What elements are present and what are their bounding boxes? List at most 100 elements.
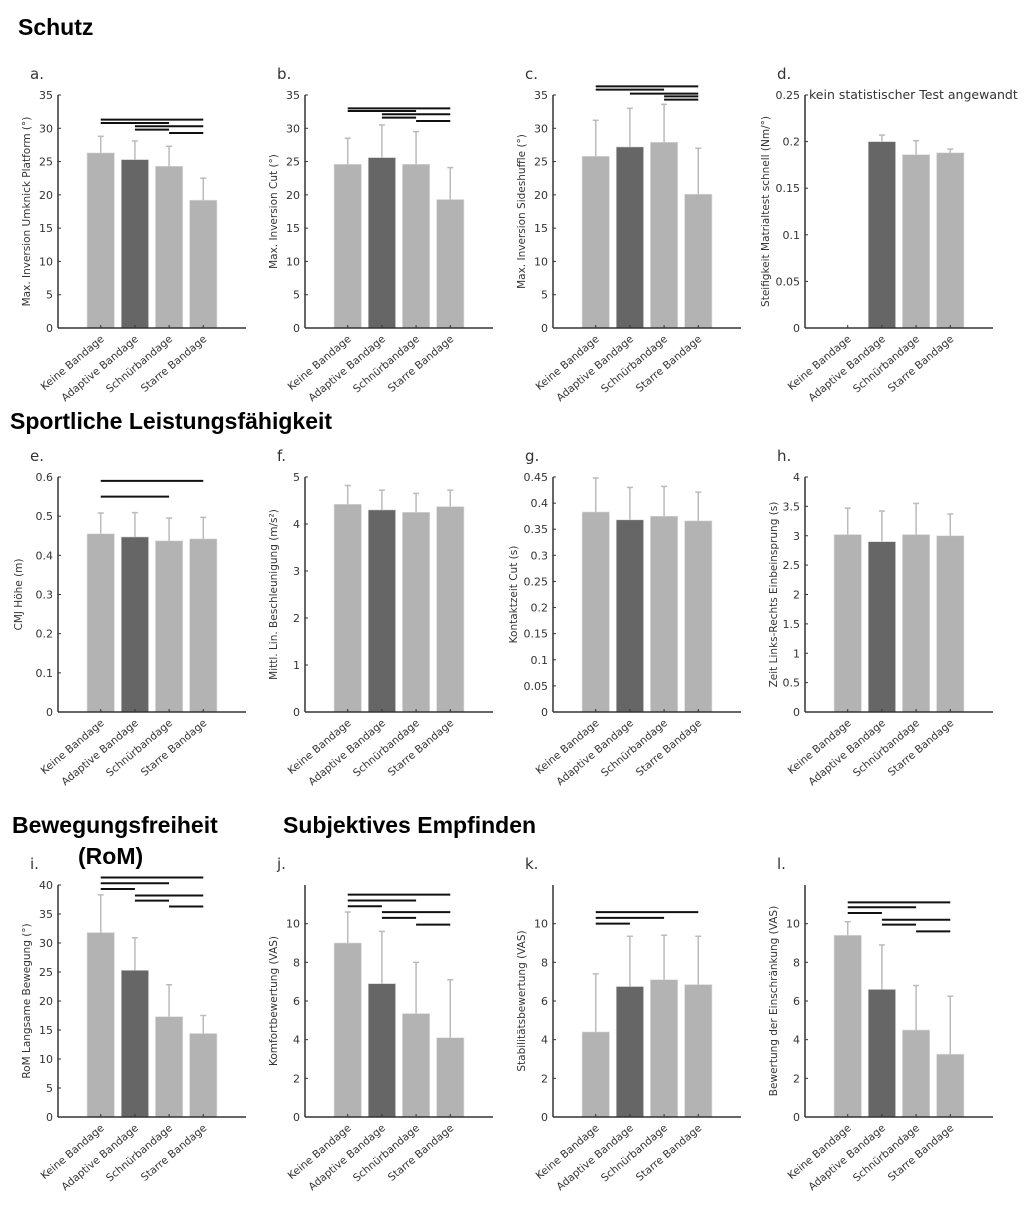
- y-tick-label: 0.2: [783, 136, 801, 149]
- y-tick-label: 20: [286, 189, 300, 202]
- y-tick-label: 1.5: [783, 618, 801, 631]
- bar: [333, 503, 362, 713]
- y-tick-label: 1: [293, 659, 300, 672]
- bar: [367, 157, 396, 329]
- panel-letter: k.: [525, 855, 538, 873]
- panel-letter: i.: [30, 855, 39, 873]
- y-tick-label: 0.15: [524, 628, 549, 641]
- bar: [867, 141, 896, 329]
- y-tick-label: 4: [541, 1034, 548, 1047]
- y-tick-label: 0.1: [531, 654, 549, 667]
- y-tick-label: 8: [541, 956, 548, 969]
- bar: [436, 506, 465, 713]
- y-tick-label: 35: [39, 908, 53, 921]
- y-tick-label: 0.1: [783, 229, 801, 242]
- y-tick-label: 25: [39, 966, 53, 979]
- bar: [581, 155, 610, 329]
- y-tick-label: 8: [293, 956, 300, 969]
- bar: [650, 515, 679, 713]
- section-title-schutz: Schutz: [18, 14, 94, 40]
- bar: [902, 154, 931, 329]
- bar: [436, 1037, 465, 1118]
- y-tick-label: 5: [293, 289, 300, 302]
- bar: [86, 152, 115, 329]
- bar: [333, 163, 362, 329]
- y-tick-label: 5: [541, 289, 548, 302]
- y-tick-label: 4: [793, 1034, 800, 1047]
- bar: [684, 520, 713, 713]
- section-title-subjektiv: Subjektives Empfinden: [283, 812, 537, 838]
- y-tick-label: 10: [286, 255, 300, 268]
- y-tick-label: 30: [39, 937, 53, 950]
- y-tick-label: 0.4: [531, 497, 549, 510]
- bar: [402, 511, 431, 713]
- bar: [436, 199, 465, 329]
- bar: [615, 519, 644, 713]
- y-tick-label: 10: [39, 1053, 53, 1066]
- y-tick-label: 10: [286, 918, 300, 931]
- y-tick-label: 2: [793, 1072, 800, 1085]
- bar: [936, 1053, 965, 1118]
- y-tick-label: 3.5: [783, 500, 801, 513]
- y-tick-label: 40: [39, 879, 53, 892]
- y-axis-label: Komfortbewertung (VAS): [268, 936, 280, 1066]
- panel-letter: g.: [525, 447, 539, 465]
- y-tick-label: 20: [534, 189, 548, 202]
- bar: [120, 159, 149, 329]
- y-tick-label: 0: [46, 1111, 53, 1124]
- panel-letter: l.: [777, 855, 786, 873]
- y-tick-label: 8: [793, 956, 800, 969]
- y-axis-label: CMJ Höhe (m): [13, 558, 25, 630]
- y-tick-label: 10: [534, 255, 548, 268]
- y-tick-label: 25: [39, 156, 53, 169]
- bar: [615, 986, 644, 1118]
- y-tick-label: 0.5: [783, 677, 801, 690]
- y-tick-label: 0.2: [36, 628, 54, 641]
- y-tick-label: 0: [293, 322, 300, 335]
- y-tick-label: 2: [793, 589, 800, 602]
- y-tick-label: 0.2: [531, 602, 549, 615]
- panel-letter: f.: [277, 447, 286, 465]
- y-tick-label: 20: [39, 995, 53, 1008]
- y-tick-label: 6: [293, 995, 300, 1008]
- y-tick-label: 0.3: [531, 549, 549, 562]
- y-tick-label: 4: [293, 518, 300, 531]
- y-tick-label: 5: [46, 1082, 53, 1095]
- bar: [189, 538, 218, 713]
- panel-letter: j.: [276, 855, 286, 873]
- y-tick-label: 2: [293, 1072, 300, 1085]
- bar: [936, 152, 965, 329]
- bar: [120, 536, 149, 713]
- y-tick-label: 30: [534, 122, 548, 135]
- panel-letter: b.: [277, 65, 291, 83]
- y-tick-label: 15: [39, 1024, 53, 1037]
- bar: [936, 535, 965, 713]
- y-tick-label: 5: [293, 471, 300, 484]
- bar: [86, 533, 115, 713]
- bar: [189, 199, 218, 329]
- bar: [367, 509, 396, 713]
- bar: [833, 934, 862, 1118]
- y-axis-label: RoM Langsame Bewegung (°): [21, 923, 33, 1078]
- y-tick-label: 0: [793, 1111, 800, 1124]
- y-tick-label: 30: [286, 122, 300, 135]
- panel-letter: a.: [30, 65, 44, 83]
- bar: [650, 141, 679, 329]
- section-subtitle-rom: (RoM): [78, 843, 144, 869]
- y-tick-label: 10: [534, 918, 548, 931]
- y-tick-label: 0: [793, 706, 800, 719]
- bar: [684, 984, 713, 1118]
- y-tick-label: 6: [793, 995, 800, 1008]
- bar: [402, 1013, 431, 1118]
- bar: [367, 983, 396, 1118]
- panel-letter: c.: [525, 65, 538, 83]
- y-tick-label: 10: [39, 255, 53, 268]
- bar: [86, 932, 115, 1118]
- bar: [155, 1016, 184, 1118]
